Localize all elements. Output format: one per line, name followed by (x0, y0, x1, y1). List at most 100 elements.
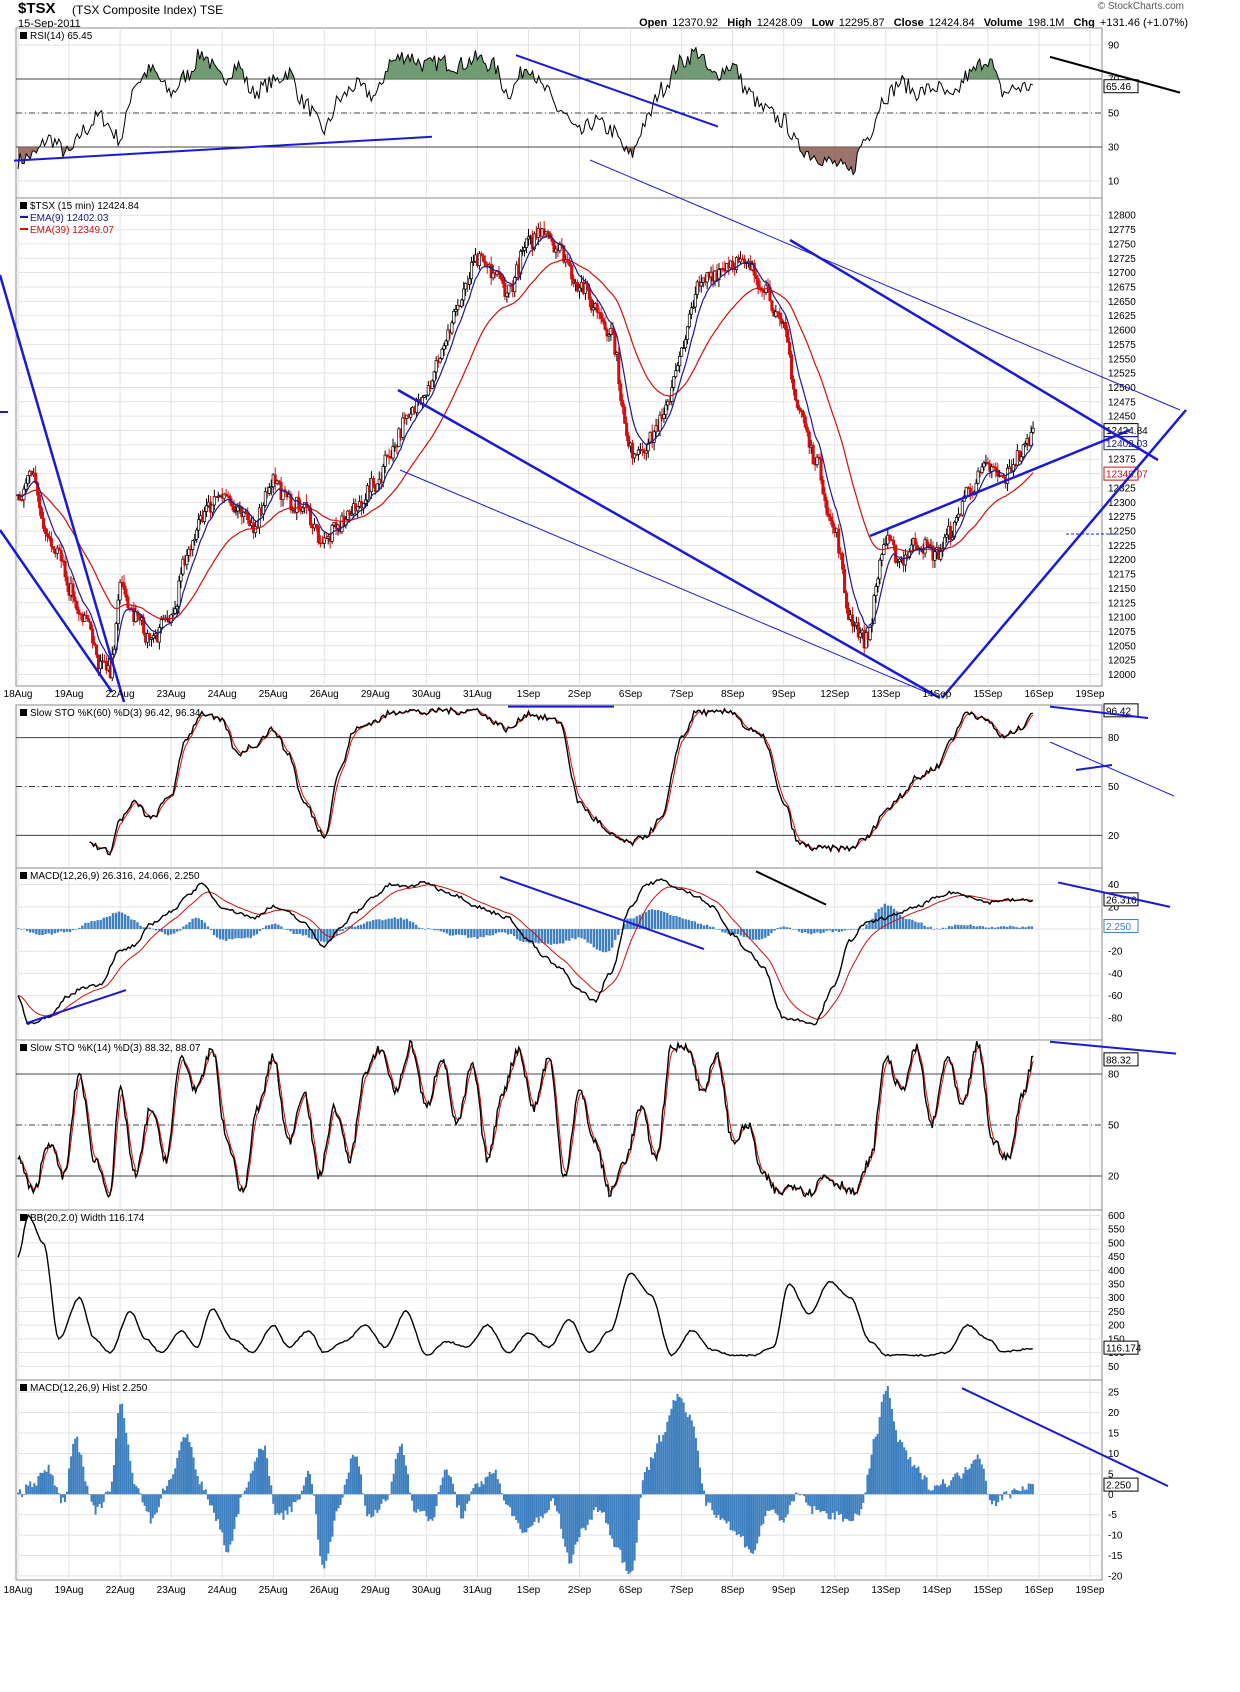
macd-hist-bar (785, 927, 788, 930)
macd-hist-bar (871, 918, 874, 930)
hist-bar (978, 1458, 981, 1495)
hist-bar (311, 1484, 314, 1495)
macd-hist-bar (292, 929, 295, 935)
trendline (961, 1387, 1169, 1488)
macd-hist-bar (534, 929, 537, 943)
hist-bar (210, 1494, 213, 1506)
candle-body (896, 561, 900, 563)
candle-body (224, 493, 228, 497)
candle-body (949, 525, 953, 540)
hist-bar (944, 1483, 947, 1495)
macd-hist-bar (74, 929, 78, 930)
trendline (13, 135, 433, 162)
macd-hist-bar (748, 929, 752, 940)
hist-bar (1011, 1489, 1014, 1495)
hist-bar (490, 1473, 493, 1495)
hist-bar (231, 1494, 234, 1541)
candle-body (770, 300, 774, 311)
y-tick-label: 12150 (1108, 584, 1136, 595)
hist-bar (333, 1494, 336, 1521)
macd-hist-bar (617, 929, 620, 935)
macd-hist-bar (647, 909, 651, 930)
y-tick-label: 12275 (1108, 512, 1136, 523)
hist-bar (82, 1466, 85, 1495)
hist-bar (982, 1468, 985, 1495)
trendline (0, 529, 114, 693)
macd-hist-bar (761, 929, 764, 939)
macd-hist-bar (892, 908, 896, 930)
hist-bar (368, 1494, 371, 1514)
candle-body (501, 278, 505, 284)
hist-bar (417, 1494, 420, 1510)
macd-hist-bar (574, 929, 577, 940)
hist-bar (427, 1494, 430, 1522)
hist-bar (482, 1484, 485, 1495)
macd-hist-bar (25, 929, 29, 931)
hist-bar (151, 1494, 154, 1519)
y-tick-label: 12050 (1108, 641, 1136, 652)
y-tick-label: 500 (1108, 1238, 1125, 1249)
hist-bar (782, 1494, 785, 1523)
macd-hist-bar (666, 913, 669, 930)
value-box (1103, 79, 1139, 94)
candle-body (151, 635, 156, 639)
candle-body (644, 450, 648, 454)
hist-bar (445, 1469, 448, 1495)
hist-bar (59, 1494, 62, 1504)
hist-bar (584, 1494, 587, 1531)
candle-body (791, 378, 796, 390)
candle-body (47, 536, 51, 539)
hist-bar (492, 1473, 495, 1495)
macd-hist-bar (289, 929, 292, 932)
hist-bar (110, 1481, 113, 1495)
candle-body (693, 294, 697, 308)
candle-body (837, 528, 841, 554)
hist-bar (758, 1494, 761, 1537)
macd-hist-bar (215, 929, 219, 938)
hist-bar (47, 1464, 50, 1495)
macd-hist-bar (981, 926, 984, 930)
panel-title-marker (20, 1214, 27, 1221)
hist-bar (539, 1494, 542, 1517)
hist-bar (690, 1420, 693, 1495)
hist-bar (121, 1403, 124, 1495)
hist-bar (890, 1408, 893, 1495)
hist-bar (905, 1450, 908, 1495)
hist-bar (545, 1494, 548, 1513)
candle-body (434, 360, 438, 373)
hist-bar (813, 1494, 816, 1507)
hist-bar (1023, 1489, 1026, 1495)
candle-body (391, 446, 395, 459)
hist-bar (566, 1494, 569, 1553)
hist-bar (868, 1468, 871, 1495)
macd-hist-bar (399, 917, 403, 930)
candle-body (819, 457, 823, 481)
hist-bar (521, 1494, 524, 1534)
hist-bar (505, 1494, 508, 1505)
hist-bar (464, 1494, 467, 1512)
hist-bar (866, 1474, 869, 1495)
hist-bar (302, 1485, 305, 1495)
candle-body (913, 538, 917, 546)
candle-body (316, 526, 320, 543)
hist-bar (923, 1475, 926, 1495)
macd-hist-bar (148, 927, 151, 930)
value-label: 2.250 (1106, 1481, 1131, 1492)
y-tick-label: 50 (1108, 109, 1120, 120)
hist-bar (159, 1494, 162, 1499)
hist-bar (349, 1458, 352, 1495)
candle-body (731, 260, 735, 269)
hist-bar (235, 1494, 238, 1518)
candle-body (619, 383, 623, 401)
hist-bar (980, 1464, 983, 1495)
macd-hist-bar (29, 929, 32, 933)
macd-hist-bar (176, 929, 179, 932)
hist-bar (615, 1494, 618, 1548)
value-box (1103, 919, 1139, 934)
x-tick-label: 16Sep (1024, 689, 1053, 700)
macd-hist-bar (81, 925, 84, 930)
candle-body (670, 387, 674, 402)
hist-bar (106, 1491, 109, 1495)
macd-hist-bar (234, 929, 237, 939)
y-tick-label: 20 (1108, 831, 1120, 842)
